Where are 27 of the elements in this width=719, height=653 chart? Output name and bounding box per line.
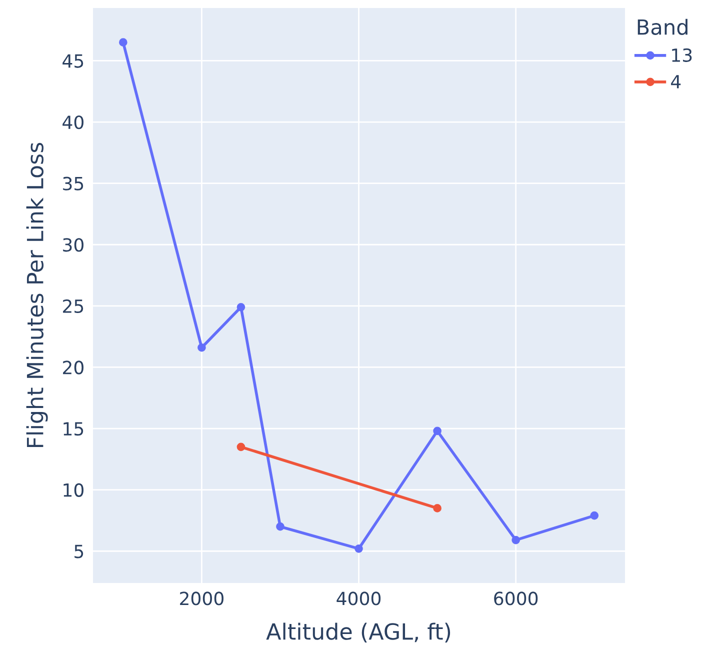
point xyxy=(118,38,128,46)
legend-label: 4 xyxy=(671,75,681,88)
x-tick-label: 4000 xyxy=(336,592,381,606)
y-tick-label: 15 xyxy=(64,422,84,436)
y-tick-label: 35 xyxy=(63,176,84,190)
point xyxy=(512,536,520,544)
point xyxy=(236,302,246,312)
legend-title: Band xyxy=(638,18,688,35)
point xyxy=(236,442,246,452)
x-tick-label: 6000 xyxy=(494,592,538,606)
point xyxy=(590,511,599,520)
point xyxy=(433,504,442,512)
y-tick-label: 40 xyxy=(62,115,84,130)
y-tick-label: 5 xyxy=(74,544,84,558)
x-axis-title: Altitude (AGL, ft) xyxy=(266,622,450,643)
y-axis-title: Flight Minutes Per Link Loss xyxy=(26,142,48,448)
y-tick-label: 10 xyxy=(64,483,84,497)
y-tick-label: 25 xyxy=(63,299,84,314)
point xyxy=(276,522,284,531)
point xyxy=(354,544,363,553)
legend-label: 13 xyxy=(672,48,692,62)
y-tick-label: 30 xyxy=(63,238,84,252)
point xyxy=(433,426,442,436)
x-tick-label: 2000 xyxy=(180,592,224,606)
y-tick-label: 45 xyxy=(62,54,84,68)
y-tick-label: 20 xyxy=(63,360,84,374)
point xyxy=(198,343,206,352)
